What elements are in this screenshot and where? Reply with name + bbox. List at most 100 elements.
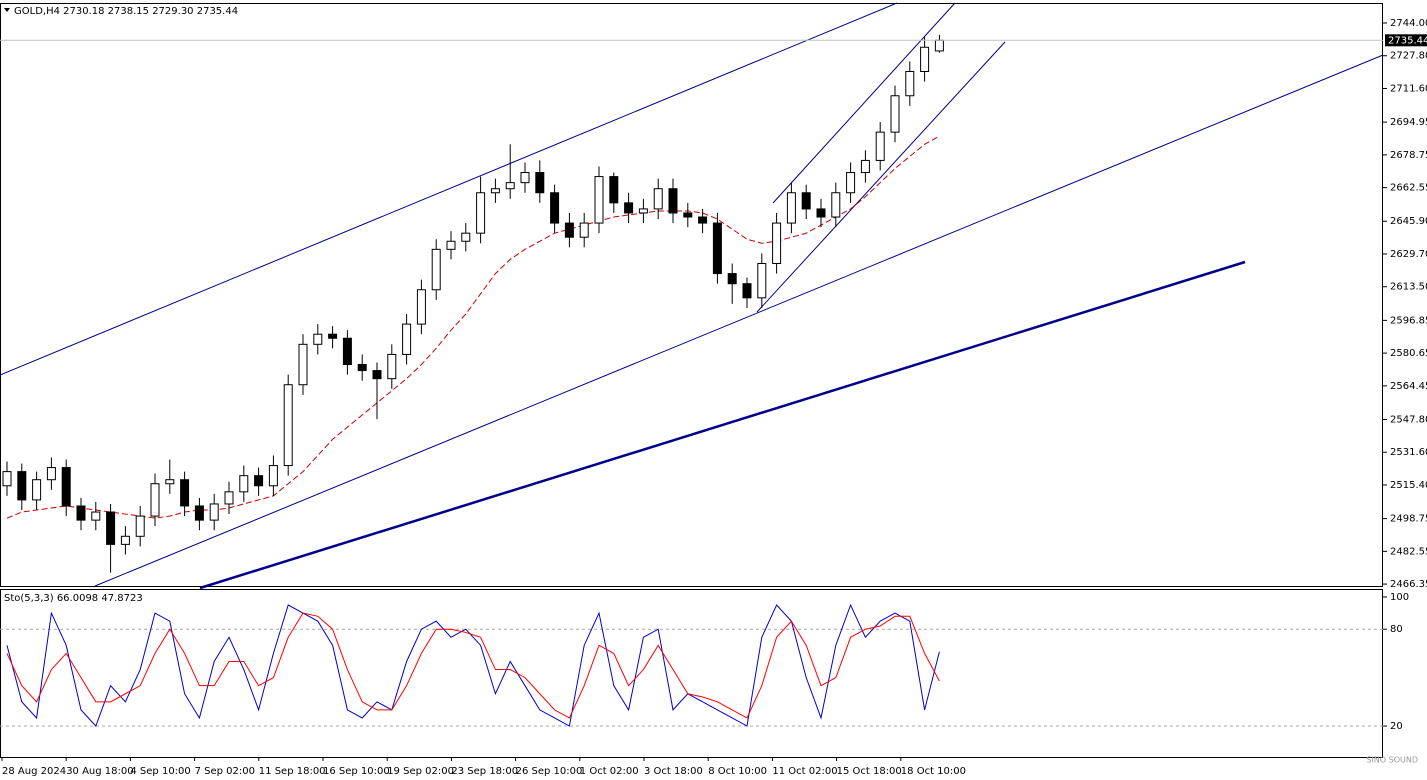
candle-body — [535, 172, 545, 194]
candle-body — [298, 343, 308, 386]
x-tick-label: 16 Sep 10:00 — [323, 766, 390, 777]
x-tick-label: 11 Oct 02:00 — [772, 766, 837, 777]
x-tick-label: 3 Oct 18:00 — [644, 766, 703, 777]
x-tick-label: 4 Sep 10:00 — [130, 766, 190, 777]
candle-body — [357, 364, 367, 372]
candle-body — [446, 240, 456, 250]
candle-body — [180, 479, 190, 507]
price-label-box — [1385, 34, 1427, 47]
candle-body — [801, 192, 811, 210]
candle-body — [120, 535, 130, 545]
candle-body — [2, 471, 12, 487]
candle-body — [76, 505, 86, 521]
oscillator-line — [6, 603, 940, 727]
y-tick-label: 2613.50 — [1390, 282, 1427, 293]
candle-body — [416, 289, 426, 325]
y-tick-label: 2662.55 — [1390, 183, 1427, 194]
candle-body — [757, 262, 767, 299]
y-tick-label: 2482.55 — [1390, 546, 1427, 557]
candle-body — [550, 192, 560, 224]
candle-body — [594, 176, 604, 224]
candle-body — [683, 212, 693, 218]
candle-body — [579, 222, 589, 238]
y-tick-label: 2727.80 — [1390, 51, 1427, 62]
x-tick-label: 1 Oct 02:00 — [580, 766, 639, 777]
candle-body — [46, 467, 56, 481]
x-tick-label: 23 Sep 18:00 — [451, 766, 518, 777]
moving-average — [6, 135, 940, 519]
y-tick-label: 2678.75 — [1390, 150, 1427, 161]
candle-body — [786, 192, 796, 224]
candle-body — [61, 467, 71, 507]
candle-body — [91, 511, 101, 521]
candle-body — [17, 471, 27, 501]
candle-body — [372, 370, 382, 380]
y-tick-label: 2564.45 — [1390, 381, 1427, 392]
candle-body — [150, 483, 160, 517]
oscillator-line — [6, 612, 940, 719]
watermark: SINO SOUND — [1366, 756, 1418, 765]
candle-body — [609, 176, 619, 204]
candle-body — [890, 95, 900, 133]
candle-body — [328, 333, 338, 339]
candle-body — [875, 131, 885, 161]
candle-body — [505, 182, 515, 190]
oscillator-header: Sto(5,3,3) 66.0098 47.8723 — [4, 593, 143, 604]
candle-body — [831, 192, 841, 218]
candle-body — [905, 71, 915, 97]
candle-body — [254, 475, 264, 487]
y-tick-label: 2711.60 — [1390, 83, 1427, 94]
x-tick-label: 30 Aug 18:00 — [66, 766, 133, 777]
y-tick-label: 2515.40 — [1390, 480, 1427, 491]
candle-body — [727, 273, 737, 285]
y-tick-label: 100 — [1390, 592, 1409, 603]
y-tick-label: 2547.80 — [1390, 414, 1427, 425]
candle-body — [772, 222, 782, 264]
x-tick-label: 19 Sep 02:00 — [387, 766, 454, 777]
x-tick-label: 8 Oct 10:00 — [708, 766, 767, 777]
candle-body — [268, 465, 278, 487]
candle-body — [106, 511, 116, 545]
candle-body — [638, 208, 648, 214]
candle-body — [624, 202, 634, 214]
candle-body — [431, 248, 441, 291]
candle-body — [653, 188, 663, 210]
candle-body — [313, 333, 323, 345]
candle-body — [490, 188, 500, 194]
y-tick-label: 2744.00 — [1390, 18, 1427, 29]
support-line — [199, 260, 1246, 590]
y-tick-label: 2466.35 — [1390, 579, 1427, 590]
price-panel — [0, 3, 1383, 587]
price-label: 2735.44 — [1388, 35, 1427, 46]
candle-body — [816, 208, 826, 218]
candle-body — [920, 46, 930, 73]
candle-body — [461, 232, 471, 242]
x-tick-label: 15 Oct 18:00 — [837, 766, 902, 777]
candle-body — [32, 479, 42, 501]
candle-body — [476, 192, 486, 234]
x-tick-label: 7 Sep 02:00 — [195, 766, 255, 777]
candle-body — [712, 222, 722, 275]
candle-body — [194, 505, 204, 521]
x-tick-label: 18 Oct 10:00 — [901, 766, 966, 777]
candle-body — [860, 159, 870, 174]
y-tick-label: 2580.65 — [1390, 348, 1427, 359]
candle-body — [224, 491, 234, 505]
candle-body — [846, 172, 856, 194]
small-channel-upper — [772, 2, 956, 204]
candle-body — [742, 283, 752, 299]
y-tick-label: 2645.90 — [1390, 216, 1427, 227]
y-tick-label: 2694.95 — [1390, 117, 1427, 128]
channel-lower — [94, 54, 1384, 587]
y-tick-label: 2596.85 — [1390, 315, 1427, 326]
x-tick-label: 26 Sep 10:00 — [516, 766, 583, 777]
candle-body — [165, 479, 175, 485]
y-tick-label: 80 — [1390, 624, 1403, 635]
candle-body — [520, 172, 530, 184]
candle-body — [283, 384, 293, 467]
candle-body — [564, 222, 574, 238]
candle-body — [387, 353, 397, 380]
y-tick-label: 20 — [1390, 721, 1403, 732]
